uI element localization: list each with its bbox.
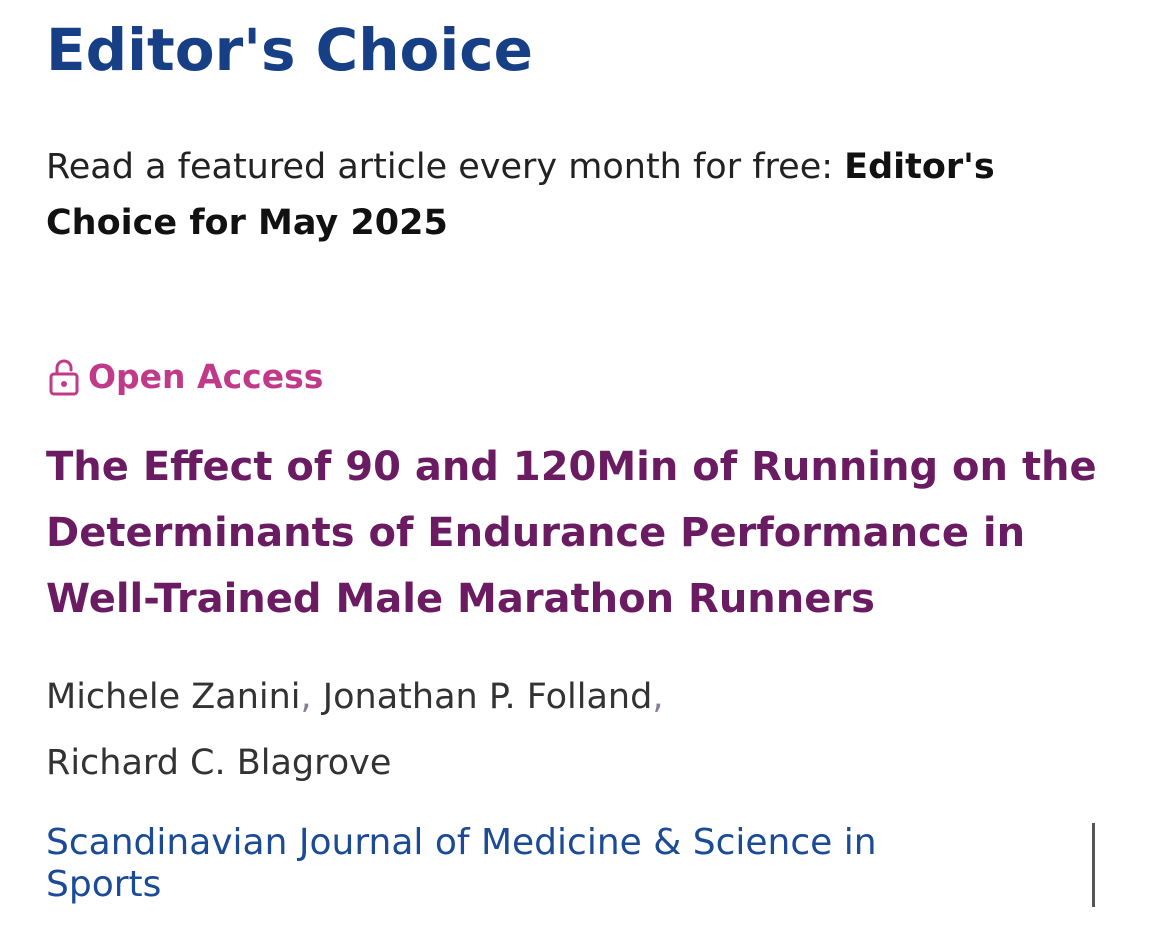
author-separator: ,	[300, 677, 312, 717]
open-access-label: Open Access	[88, 357, 324, 396]
section-heading: Editor's Choice	[46, 16, 533, 84]
author-link[interactable]: Richard C. Blagrove	[46, 743, 392, 783]
journal-link[interactable]: Scandinavian Journal of Medicine & Scien…	[46, 822, 877, 905]
intro-paragraph: Read a featured article every month for …	[46, 139, 1131, 251]
author-separator: ,	[652, 677, 664, 717]
intro-text: Read a featured article every month for …	[46, 147, 845, 187]
featured-month-label: Editor's Choice for May 2025	[46, 147, 995, 243]
article-title-link[interactable]: The Effect of 90 and 120Min of Running o…	[46, 444, 1097, 622]
author-link[interactable]: Michele Zanini	[46, 677, 301, 717]
open-access-badge: Open Access	[48, 354, 323, 400]
vertical-divider	[1092, 823, 1095, 907]
author-list: Michele Zanini, Jonathan P. Folland, Ric…	[46, 664, 946, 796]
unlocked-padlock-icon	[49, 359, 79, 396]
author-link[interactable]: Jonathan P. Folland	[322, 677, 653, 717]
